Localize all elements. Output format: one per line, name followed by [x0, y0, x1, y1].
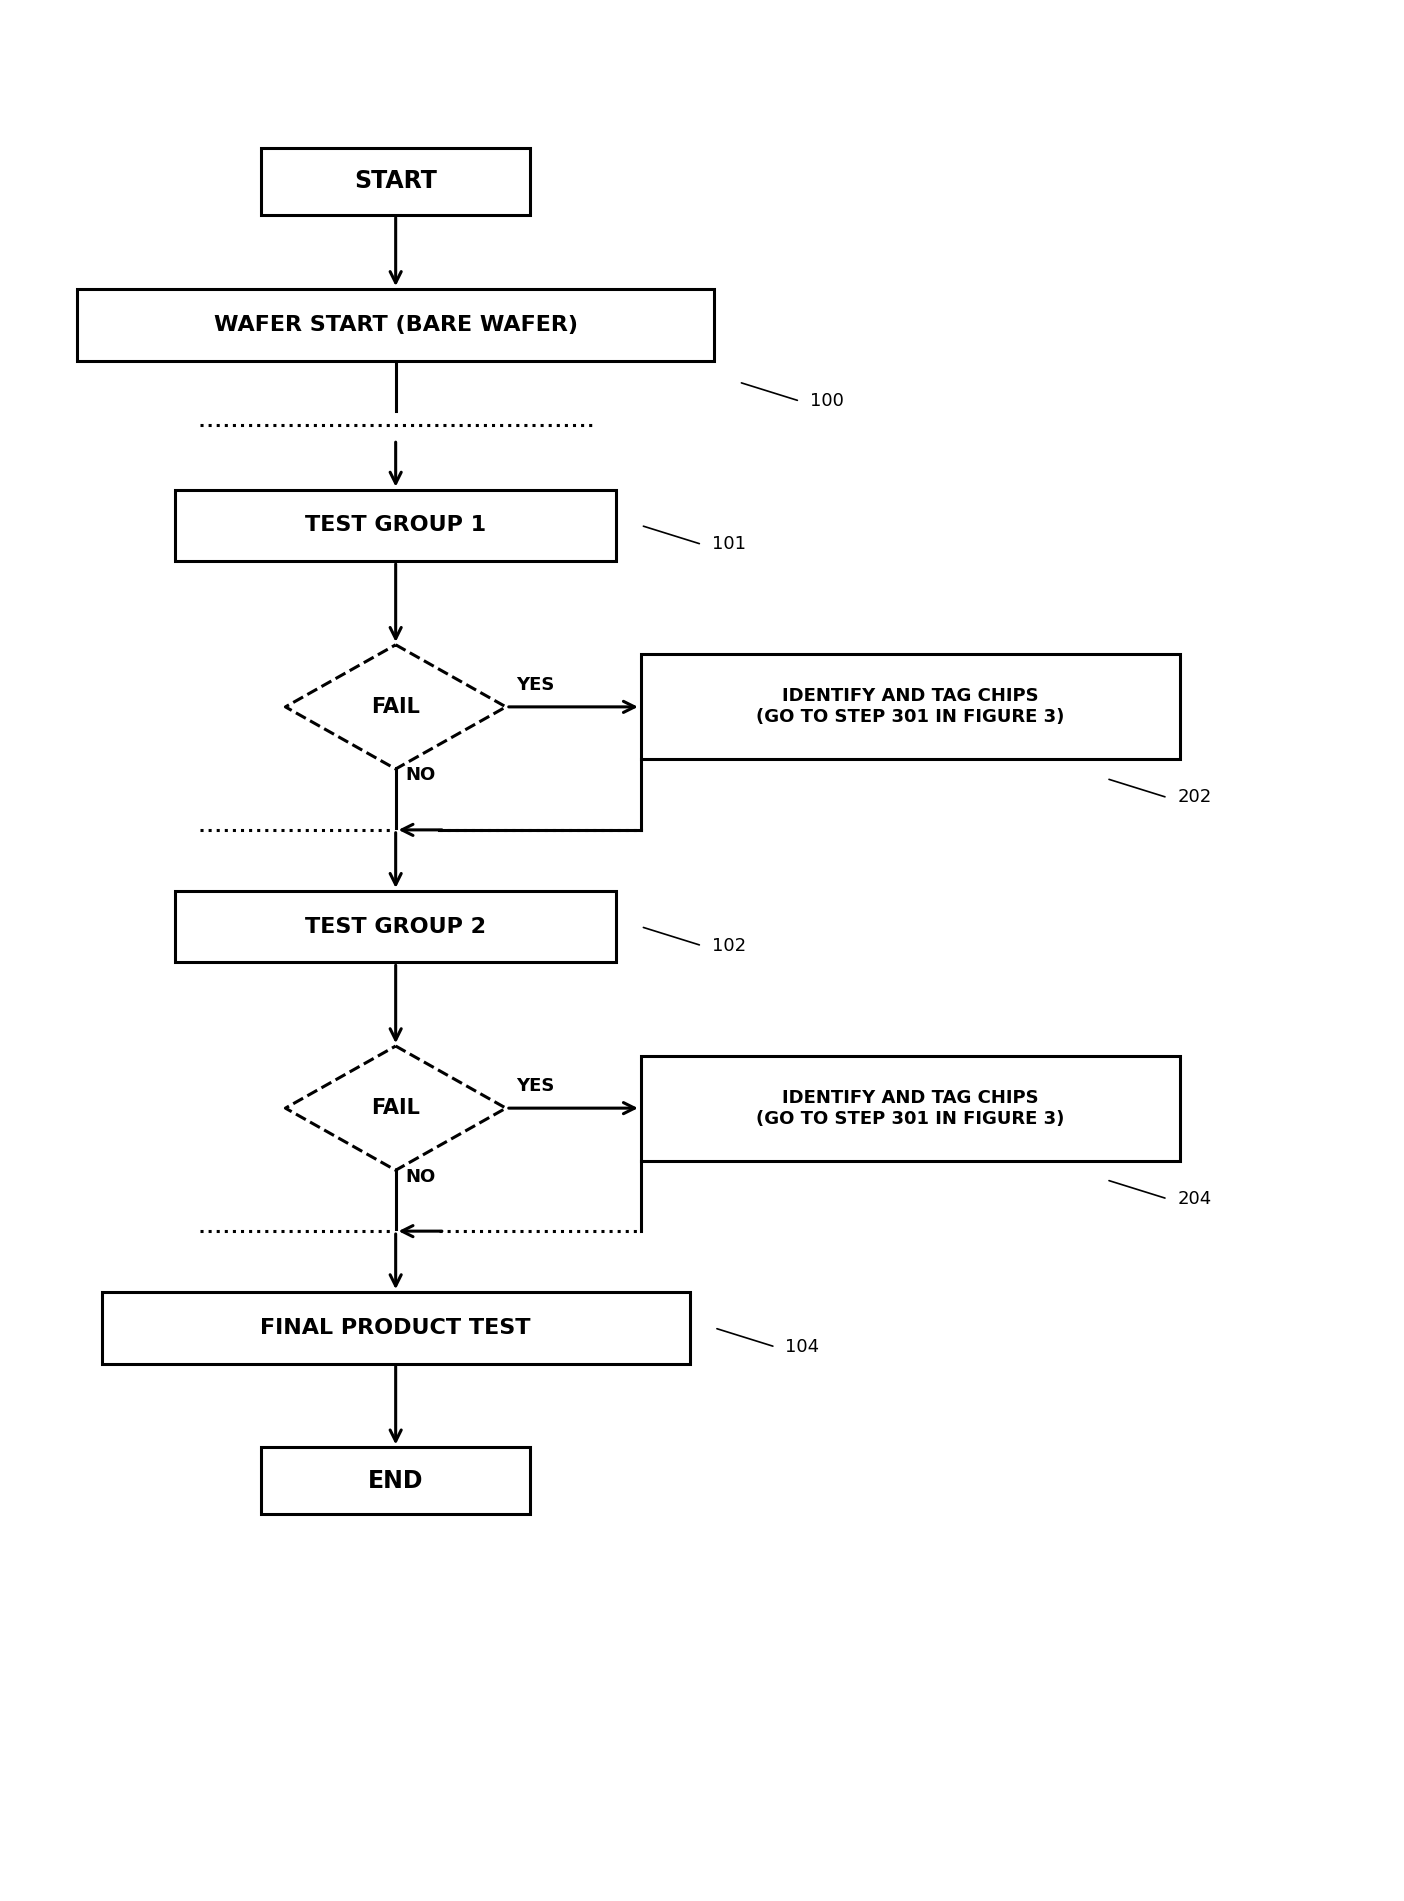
Text: YES: YES [515, 675, 555, 694]
Text: 104: 104 [785, 1338, 820, 1355]
FancyBboxPatch shape [640, 1055, 1179, 1162]
FancyBboxPatch shape [101, 1293, 689, 1363]
Text: IDENTIFY AND TAG CHIPS
(GO TO STEP 301 IN FIGURE 3): IDENTIFY AND TAG CHIPS (GO TO STEP 301 I… [757, 1089, 1064, 1127]
Text: FAIL: FAIL [371, 698, 420, 717]
Text: 202: 202 [1178, 789, 1212, 806]
Text: IDENTIFY AND TAG CHIPS
(GO TO STEP 301 IN FIGURE 3): IDENTIFY AND TAG CHIPS (GO TO STEP 301 I… [757, 688, 1064, 726]
FancyBboxPatch shape [261, 148, 531, 215]
Text: NO: NO [406, 766, 435, 785]
Text: START: START [354, 169, 437, 194]
Text: TEST GROUP 2: TEST GROUP 2 [305, 916, 486, 937]
FancyBboxPatch shape [176, 892, 616, 962]
FancyBboxPatch shape [640, 654, 1179, 758]
Text: NO: NO [406, 1167, 435, 1186]
Text: 204: 204 [1178, 1190, 1212, 1207]
Text: FAIL: FAIL [371, 1099, 420, 1118]
Text: YES: YES [515, 1078, 555, 1095]
Text: TEST GROUP 1: TEST GROUP 1 [305, 515, 486, 536]
FancyBboxPatch shape [77, 289, 715, 361]
Text: END: END [368, 1469, 424, 1492]
FancyBboxPatch shape [261, 1447, 531, 1515]
Text: FINAL PRODUCT TEST: FINAL PRODUCT TEST [260, 1317, 531, 1338]
Text: 101: 101 [712, 536, 746, 553]
FancyBboxPatch shape [176, 490, 616, 561]
Text: WAFER START (BARE WAFER): WAFER START (BARE WAFER) [213, 316, 577, 335]
Text: 100: 100 [810, 392, 844, 411]
Text: 102: 102 [712, 937, 746, 954]
